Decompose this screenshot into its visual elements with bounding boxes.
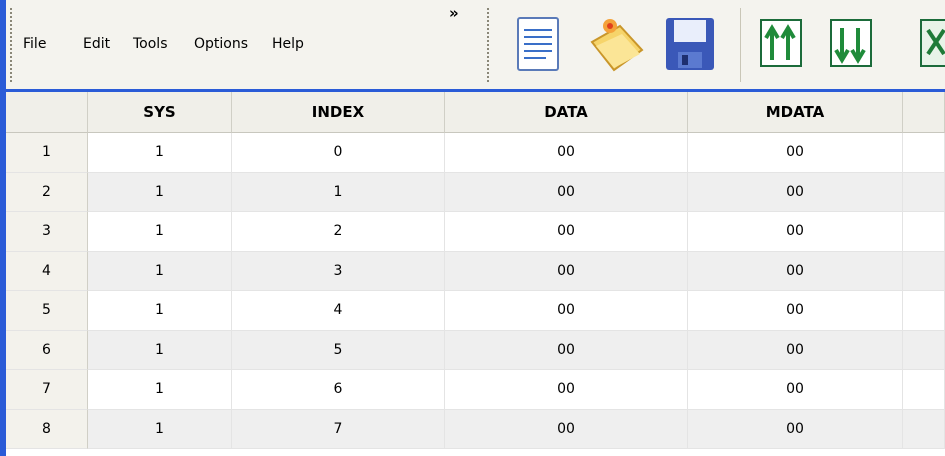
column-header[interactable]: INDEX: [232, 92, 445, 133]
table-cell[interactable]: 0: [232, 133, 445, 173]
table-cell[interactable]: 00: [688, 133, 903, 173]
table-cell[interactable]: 00: [445, 133, 688, 173]
row-header[interactable]: 2: [6, 173, 88, 213]
table-cell[interactable]: 1: [88, 291, 232, 331]
table-cell[interactable]: 1: [88, 173, 232, 213]
table-cell[interactable]: 00: [688, 212, 903, 252]
row-header[interactable]: 5: [6, 291, 88, 331]
table-cell[interactable]: 1: [88, 252, 232, 292]
table-cell[interactable]: 00: [445, 331, 688, 371]
table-cell-empty: [903, 291, 945, 331]
menu-help[interactable]: Help: [272, 36, 304, 52]
row-header[interactable]: 7: [6, 370, 88, 410]
table-cell[interactable]: 1: [88, 133, 232, 173]
app-window: File Edit Tools Options Help » SYSINDEXD…: [0, 0, 945, 456]
table-cell[interactable]: 00: [445, 370, 688, 410]
new-button[interactable]: [512, 12, 564, 78]
overflow-button[interactable]: »: [449, 4, 459, 22]
table-cell-empty: [903, 173, 945, 213]
toolbar: File Edit Tools Options Help »: [0, 0, 945, 90]
row-header[interactable]: 8: [6, 410, 88, 450]
table-cell[interactable]: 00: [688, 252, 903, 292]
table-cell[interactable]: 3: [232, 252, 445, 292]
row-header[interactable]: 4: [6, 252, 88, 292]
table-cell[interactable]: 1: [88, 331, 232, 371]
separator: [740, 8, 741, 82]
grip: [10, 8, 12, 82]
menu-edit[interactable]: Edit: [83, 36, 110, 52]
table-cell[interactable]: 6: [232, 370, 445, 410]
save-button[interactable]: [662, 12, 718, 78]
column-header[interactable]: MDATA: [688, 92, 903, 133]
sort-up-button[interactable]: [758, 12, 804, 78]
table-cell[interactable]: 00: [688, 173, 903, 213]
corner-header: [6, 92, 88, 133]
table-cell-empty: [903, 370, 945, 410]
sort-down-button[interactable]: [828, 12, 874, 78]
row-header[interactable]: 3: [6, 212, 88, 252]
table-cell[interactable]: 4: [232, 291, 445, 331]
table-cell-empty: [903, 252, 945, 292]
table-cell-empty: [903, 133, 945, 173]
table-cell[interactable]: 00: [688, 410, 903, 450]
table-cell-empty: [903, 410, 945, 450]
table-cell[interactable]: 00: [445, 212, 688, 252]
column-header-empty: [903, 92, 945, 133]
menu-options[interactable]: Options: [194, 36, 248, 52]
table-cell[interactable]: 1: [232, 173, 445, 213]
table-cell-empty: [903, 212, 945, 252]
row-header[interactable]: 1: [6, 133, 88, 173]
table-cell[interactable]: 00: [445, 173, 688, 213]
menu-file[interactable]: File: [23, 36, 46, 52]
menu-tools[interactable]: Tools: [133, 36, 168, 52]
table-cell[interactable]: 00: [445, 410, 688, 450]
table-cell[interactable]: 00: [688, 291, 903, 331]
table-cell[interactable]: 2: [232, 212, 445, 252]
table-cell[interactable]: 5: [232, 331, 445, 371]
table-cell[interactable]: 00: [445, 252, 688, 292]
column-header[interactable]: DATA: [445, 92, 688, 133]
table-cell[interactable]: 00: [688, 370, 903, 410]
table-cell[interactable]: 00: [688, 331, 903, 371]
table-cell-empty: [903, 331, 945, 371]
grip: [487, 8, 489, 82]
column-header[interactable]: SYS: [88, 92, 232, 133]
table-cell[interactable]: 00: [445, 291, 688, 331]
table-cell[interactable]: 1: [88, 370, 232, 410]
table-cell[interactable]: 1: [88, 410, 232, 450]
table-cell[interactable]: 1: [88, 212, 232, 252]
row-header[interactable]: 6: [6, 331, 88, 371]
export-button[interactable]: [918, 12, 945, 78]
open-button[interactable]: [586, 12, 648, 78]
table-cell[interactable]: 7: [232, 410, 445, 450]
